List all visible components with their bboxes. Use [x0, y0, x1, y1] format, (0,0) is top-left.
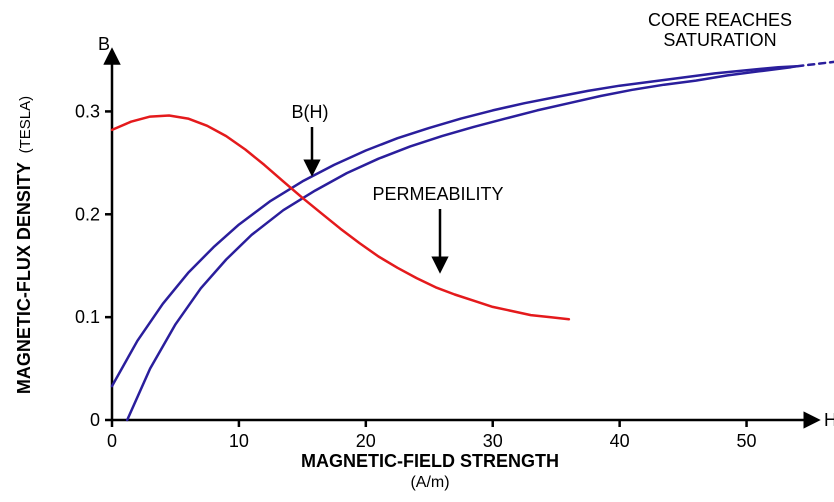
y-axis-title: MAGNETIC-FLUX DENSITY (TESLA) [14, 96, 34, 394]
x-axis-unit: (A/m) [410, 474, 449, 491]
y-tick-label: 0.3 [75, 101, 100, 121]
y-ticks: 0 0.1 0.2 0.3 [75, 101, 112, 430]
y-tick-label: 0.1 [75, 307, 100, 327]
y-axis-symbol: B [98, 34, 110, 54]
x-tick-label: 10 [229, 431, 249, 451]
permeability-curve [112, 116, 569, 320]
bh-callout-label: B(H) [292, 102, 329, 122]
x-ticks: 0 10 20 30 40 50 [107, 420, 757, 451]
saturation-label-line2: SATURATION [663, 30, 776, 50]
y-tick-label: 0 [90, 410, 100, 430]
y-tick-label: 0.2 [75, 204, 100, 224]
x-axis-symbol: H [824, 410, 834, 430]
bh-curve-chart: MAGNETIC-FLUX DENSITY (TESLA) B H 0 10 20 3… [0, 0, 834, 502]
saturation-label-line1: CORE REACHES [648, 10, 792, 30]
axes-group [112, 56, 812, 420]
bh-upper-curve [112, 66, 797, 386]
x-tick-label: 0 [107, 431, 117, 451]
x-tick-label: 50 [737, 431, 757, 451]
x-tick-label: 30 [483, 431, 503, 451]
x-tick-label: 40 [610, 431, 630, 451]
saturation-dash [797, 61, 834, 66]
x-axis-title: MAGNETIC-FIELD STRENGTH [301, 451, 559, 471]
permeability-callout-label: PERMEABILITY [372, 184, 503, 204]
x-tick-label: 20 [356, 431, 376, 451]
